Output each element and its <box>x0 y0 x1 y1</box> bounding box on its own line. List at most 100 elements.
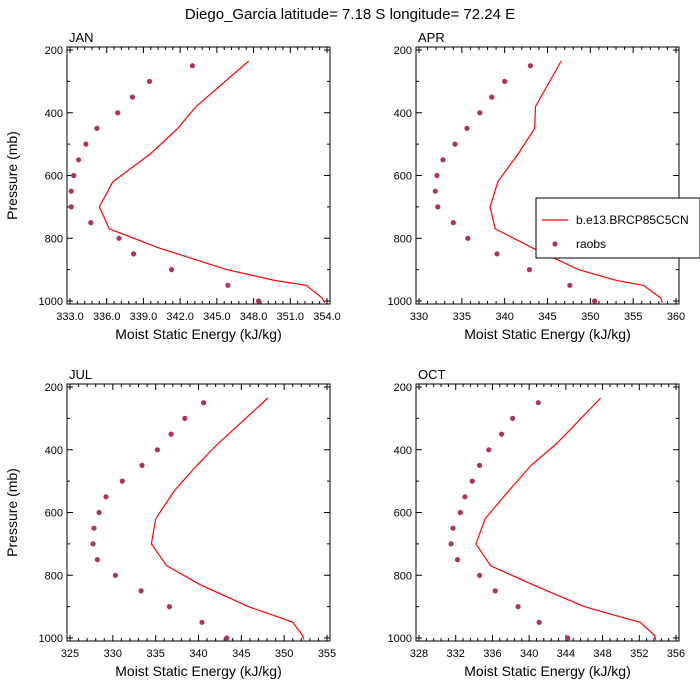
x-tick-label: 350 <box>581 311 599 323</box>
x-tick-label: 332 <box>447 648 465 660</box>
y-tick-label: 1000 <box>388 296 412 308</box>
x-tick-label: 333.0 <box>56 311 84 323</box>
x-tick-label: 325 <box>61 648 79 660</box>
raobs-point <box>464 125 470 131</box>
raobs-point <box>440 157 446 163</box>
y-tick-label: 800 <box>45 570 63 582</box>
x-axis-label: Moist Static Energy (kJ/kg) <box>464 326 631 342</box>
figure-title: Diego_Garcia latitude= 7.18 S longitude=… <box>185 6 515 23</box>
x-tick-label: 350 <box>275 648 293 660</box>
x-tick-label: 351.0 <box>277 311 305 323</box>
legend: b.e13.BRCP85C5CN raobs <box>535 197 700 259</box>
raobs-point <box>454 557 461 563</box>
y-tick-label: 200 <box>394 382 412 394</box>
raobs-point <box>452 141 458 147</box>
y-axis-label: Pressure (mb) <box>4 468 20 557</box>
x-tick-label: 340 <box>495 311 513 323</box>
y-axis-label: Pressure (mb) <box>4 131 20 220</box>
x-tick-label: 345 <box>538 311 556 323</box>
raobs-point <box>255 298 262 304</box>
series-line-model <box>150 397 305 640</box>
x-tick-label: 345 <box>232 648 250 660</box>
raobs-point <box>462 494 468 500</box>
raobs-point <box>76 157 82 163</box>
y-tick-label: 200 <box>394 45 412 57</box>
raobs-point <box>526 267 533 273</box>
x-tick-label: 336.0 <box>93 311 121 323</box>
x-tick-label: 354.0 <box>313 311 341 323</box>
chart-panel-jan: JAN 333.0 336.0 339.0 342.0 345.0 348.0 351.0 35… <box>4 30 341 342</box>
y-tick-label: 400 <box>45 445 63 457</box>
x-tick-label: 344 <box>557 648 575 660</box>
raobs-point <box>515 604 521 610</box>
y-tick-label: 600 <box>45 171 63 183</box>
x-tick-label: 345.0 <box>203 311 231 323</box>
x-tick-label: 348 <box>593 648 611 660</box>
raobs-point <box>477 110 483 116</box>
chart-panel-jul: JUL 325 330 335 340 345 350 355 200 400 600 800 1000… <box>4 367 336 679</box>
x-axis-label: Moist Static Energy (kJ/kg) <box>464 663 631 679</box>
y-tick-label: 600 <box>394 171 412 183</box>
raobs-point <box>565 635 571 641</box>
y-tick-label: 200 <box>45 382 63 394</box>
legend-label-model: b.e13.BRCP85C5CN <box>576 213 689 227</box>
raobs-point <box>119 478 125 484</box>
raobs-point <box>83 141 89 147</box>
raobs-point <box>166 604 172 610</box>
x-tick-label: 328 <box>410 648 428 660</box>
raobs-point <box>536 619 542 625</box>
x-tick-label: 360 <box>667 311 685 323</box>
raobs-point <box>225 282 231 288</box>
raobs-point <box>91 525 97 531</box>
raobs-point <box>477 572 483 578</box>
x-tick-label: 342.0 <box>166 311 194 323</box>
raobs-point <box>138 588 144 594</box>
raobs-point <box>224 635 230 641</box>
x-tick-label: 330 <box>104 648 122 660</box>
plot-frame <box>66 383 331 642</box>
raobs-point <box>169 267 175 273</box>
raobs-point <box>90 541 96 547</box>
raobs-point <box>189 63 195 69</box>
x-tick-label: 330 <box>410 311 428 323</box>
raobs-point <box>499 431 505 437</box>
raobs-point <box>88 220 94 226</box>
raobs-point <box>457 509 463 516</box>
raobs-point <box>450 525 456 531</box>
legend-label-obs: raobs <box>576 237 606 251</box>
raobs-point <box>131 251 137 257</box>
raobs-point <box>465 235 471 241</box>
x-tick-label: 348.0 <box>240 311 268 323</box>
raobs-point <box>68 188 74 194</box>
raobs-point <box>502 78 508 84</box>
x-tick-label: 355 <box>624 311 642 323</box>
raobs-point <box>535 400 541 406</box>
raobs-point <box>450 220 456 226</box>
x-tick-label: 340 <box>520 648 538 660</box>
y-tick-label: 600 <box>45 508 63 520</box>
raobs-point <box>96 509 102 516</box>
raobs-point <box>527 63 534 69</box>
y-tick-label: 800 <box>394 233 412 245</box>
x-tick-label: 339.0 <box>130 311 158 323</box>
y-tick-label: 800 <box>394 570 412 582</box>
raobs-point <box>448 541 454 547</box>
y-tick-label: 1000 <box>388 633 412 645</box>
raobs-point <box>112 572 118 578</box>
series-line-model <box>475 397 657 640</box>
x-axis-label: Moist Static Energy (kJ/kg) <box>115 663 282 679</box>
raobs-point <box>432 188 438 194</box>
raobs-point <box>567 282 573 288</box>
raobs-point <box>486 447 492 453</box>
raobs-point <box>116 235 122 241</box>
raobs-point <box>469 478 475 484</box>
panel-title: OCT <box>418 367 446 382</box>
raobs-point <box>199 619 205 625</box>
panel-title: JUL <box>69 367 92 382</box>
plot-frame <box>66 46 331 305</box>
legend-marker-swatch <box>552 241 558 247</box>
y-tick-label: 200 <box>45 45 63 57</box>
x-tick-label: 336 <box>483 648 501 660</box>
plot-frame <box>415 383 680 642</box>
